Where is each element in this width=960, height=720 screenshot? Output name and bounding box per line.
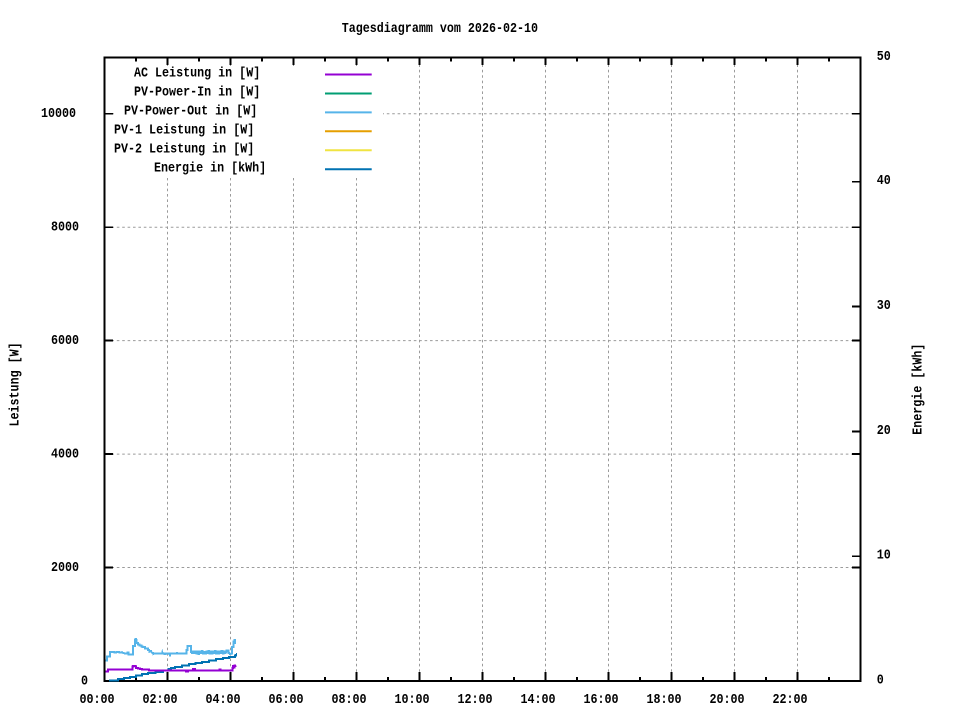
svg-text:10: 10: [877, 547, 891, 563]
svg-text:Energie in [kWh]: Energie in [kWh]: [154, 159, 266, 175]
svg-text:30: 30: [877, 297, 891, 313]
svg-text:10000: 10000: [41, 105, 76, 121]
svg-text:PV-Power-In in [W]: PV-Power-In in [W]: [134, 84, 260, 100]
svg-text:20: 20: [877, 422, 891, 438]
svg-text:8000: 8000: [51, 219, 79, 235]
svg-text:PV-Power-Out in [W]: PV-Power-Out in [W]: [124, 103, 257, 119]
svg-text:Tagesdiagramm vom 2026-02-10: Tagesdiagramm vom 2026-02-10: [342, 20, 538, 36]
svg-text:20:00: 20:00: [710, 691, 745, 707]
svg-text:02:00: 02:00: [143, 691, 178, 707]
svg-text:22:00: 22:00: [773, 691, 808, 707]
svg-text:06:00: 06:00: [269, 691, 304, 707]
svg-text:2000: 2000: [51, 559, 79, 575]
svg-text:16:00: 16:00: [584, 691, 619, 707]
svg-text:AC Leistung in [W]: AC Leistung in [W]: [134, 65, 260, 81]
svg-text:4000: 4000: [51, 446, 79, 462]
svg-text:6000: 6000: [51, 332, 79, 348]
svg-text:Leistung [W]: Leistung [W]: [7, 342, 23, 426]
svg-text:40: 40: [877, 172, 891, 188]
svg-text:0: 0: [81, 672, 88, 688]
svg-text:18:00: 18:00: [647, 691, 682, 707]
svg-text:10:00: 10:00: [395, 691, 430, 707]
svg-text:00:00: 00:00: [80, 691, 115, 707]
svg-text:04:00: 04:00: [206, 691, 241, 707]
svg-text:Energie [kWh]: Energie [kWh]: [910, 344, 926, 435]
svg-text:50: 50: [877, 48, 891, 64]
svg-text:12:00: 12:00: [458, 691, 493, 707]
svg-text:08:00: 08:00: [332, 691, 367, 707]
svg-text:PV-2 Leistung in [W]: PV-2 Leistung in [W]: [114, 140, 254, 156]
svg-text:0: 0: [877, 671, 884, 687]
svg-text:14:00: 14:00: [521, 691, 556, 707]
svg-text:PV-1 Leistung in [W]: PV-1 Leistung in [W]: [114, 122, 254, 138]
